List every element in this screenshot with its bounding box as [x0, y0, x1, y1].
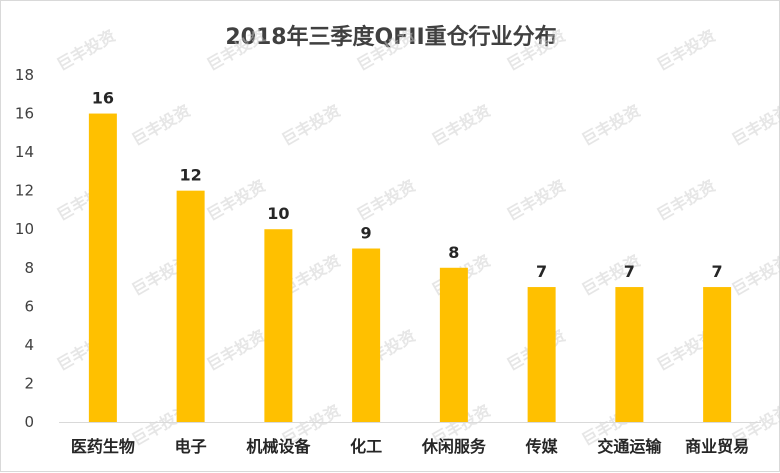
watermark-text: 巨丰投资 — [654, 176, 719, 224]
x-tick-label: 机械设备 — [246, 437, 311, 456]
watermark-text: 巨丰投资 — [654, 26, 719, 74]
x-tick-label: 化工 — [350, 437, 382, 456]
y-tick-label: 18 — [15, 66, 34, 84]
data-label: 8 — [448, 243, 459, 262]
y-tick-label: 6 — [24, 297, 34, 315]
watermark-text: 巨丰投资 — [354, 26, 419, 74]
y-tick-label: 10 — [15, 220, 34, 238]
watermark-text: 巨丰投资 — [129, 101, 194, 149]
bar — [440, 268, 468, 422]
data-label: 7 — [624, 262, 635, 281]
x-tick-label: 传媒 — [525, 437, 559, 456]
x-tick-label: 电子 — [175, 437, 207, 456]
y-tick-label: 0 — [24, 413, 34, 431]
y-tick-label: 4 — [24, 336, 34, 354]
bar — [528, 287, 556, 422]
x-tick-label: 商业贸易 — [685, 437, 749, 456]
watermark-text: 巨丰投资 — [504, 26, 569, 74]
bar — [703, 287, 731, 422]
watermark-text: 巨丰投资 — [204, 326, 269, 374]
watermark-text: 巨丰投资 — [579, 101, 644, 149]
bar — [177, 191, 205, 422]
x-tick-label: 医药生物 — [71, 437, 135, 456]
data-label: 16 — [92, 89, 114, 108]
watermark-text: 巨丰投资 — [204, 176, 269, 224]
data-label: 7 — [536, 262, 547, 281]
watermark-text: 巨丰投资 — [54, 26, 119, 74]
bar — [615, 287, 643, 422]
y-tick-label: 2 — [24, 374, 34, 392]
y-tick-label: 16 — [15, 105, 34, 123]
y-tick-label: 12 — [15, 182, 34, 200]
bar — [89, 114, 117, 422]
bar — [264, 229, 292, 422]
watermark-text: 巨丰投资 — [504, 176, 569, 224]
data-label: 7 — [712, 262, 723, 281]
data-label: 10 — [267, 204, 289, 223]
x-tick-label: 休闲服务 — [421, 437, 487, 456]
watermark-text: 巨丰投资 — [279, 101, 344, 149]
bar — [352, 249, 380, 423]
y-tick-label: 14 — [15, 143, 34, 161]
watermark-text: 巨丰投资 — [354, 176, 419, 224]
watermark-text: 巨丰投资 — [429, 101, 494, 149]
y-axis: 0 2 4 6 8 10 12 14 16 18 — [15, 66, 34, 431]
watermark-text: 巨丰投资 — [729, 101, 780, 149]
y-tick-label: 8 — [24, 259, 34, 277]
data-label: 12 — [179, 166, 201, 185]
watermark-text: 巨丰投资 — [204, 26, 269, 74]
x-tick-label: 交通运输 — [597, 437, 662, 456]
data-label: 9 — [361, 224, 372, 243]
watermark-layer: 巨丰投资巨丰投资巨丰投资巨丰投资巨丰投资巨丰投资巨丰投资巨丰投资巨丰投资巨丰投资… — [54, 26, 780, 449]
watermark-text: 巨丰投资 — [729, 251, 780, 299]
